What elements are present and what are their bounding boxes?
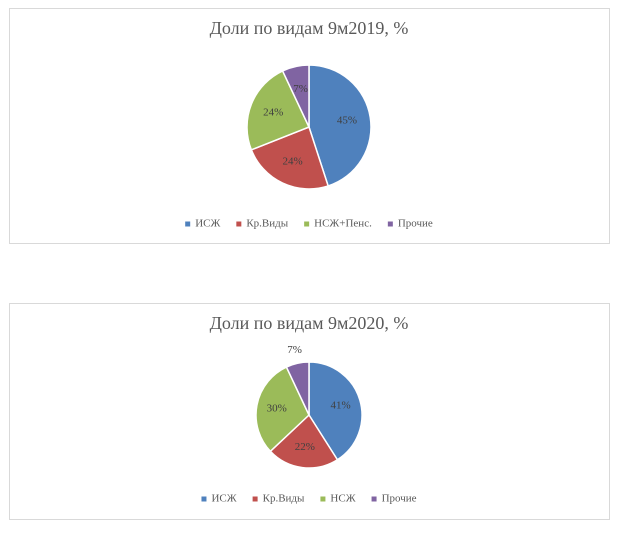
legend-label: Кр.Виды [246, 218, 288, 230]
pie-slice [308, 64, 372, 187]
legend-marker [371, 496, 377, 502]
legend-label: Прочие [398, 218, 433, 230]
legend-label: Кр.Виды [263, 493, 305, 505]
legend-label: Прочие [382, 493, 417, 505]
data-label: 24% [263, 106, 283, 118]
pie-slice [246, 69, 311, 151]
data-label: 24% [283, 155, 303, 167]
legend-label: ИСЖ [195, 218, 220, 230]
legend-marker [252, 496, 258, 502]
data-label: 7% [293, 83, 308, 95]
data-label: 30% [267, 402, 287, 414]
legend-marker [236, 221, 242, 227]
chart-title: Доли по видам 9м2020, % [210, 313, 409, 333]
legend-marker [304, 221, 310, 227]
data-label: 45% [337, 115, 357, 127]
legend-marker [201, 496, 207, 502]
data-label: 22% [295, 441, 315, 453]
legend-marker [387, 221, 393, 227]
legend-label: НСЖ [330, 493, 355, 505]
chart-title: Доли по видам 9м2019, % [210, 18, 409, 38]
data-label: 7% [287, 344, 302, 356]
legend-marker [320, 496, 326, 502]
pie-slice [281, 64, 310, 128]
legend-marker [185, 221, 191, 227]
data-label: 41% [330, 399, 350, 411]
pie-slice [269, 413, 339, 469]
pie-slice [285, 361, 310, 416]
legend-label: НСЖ+Пенс. [314, 218, 372, 230]
legend-label: ИСЖ [211, 493, 236, 505]
